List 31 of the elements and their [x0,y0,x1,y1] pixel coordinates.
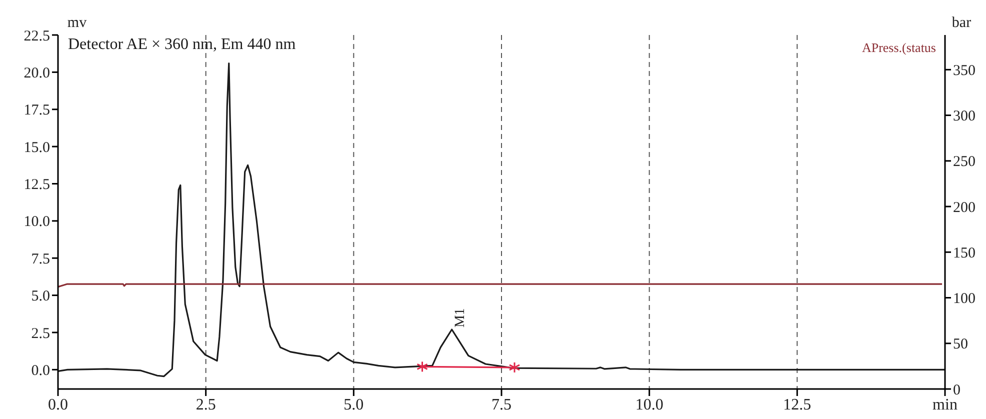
y2-tick-label: 50 [953,336,968,353]
annotation: M1 [452,308,468,328]
y-tick-label: 22.5 [24,28,50,44]
text: Detector AE × 360 nm, Em 440 nm [68,36,296,54]
x-tick-label: 7.5 [492,396,512,414]
y-tick-label: 10.0 [24,214,50,230]
y-tick-label: 0.0 [31,362,50,379]
x-tick-label: 2.5 [196,396,216,414]
y-tick-label: 7.5 [31,251,50,268]
y-tick-label: 20.0 [24,66,50,82]
y-axis-title: mv [67,15,88,31]
y-tick-label: 17.5 [24,102,50,119]
y2-tick-label: 150 [953,245,976,262]
y2-tick-label: 100 [953,291,976,308]
y-tick-label: 12.5 [24,177,50,194]
y2-tick-label: 350 [953,62,976,79]
y2-tick-label: 250 [953,154,976,170]
y2-tick-label: 300 [953,108,976,125]
x-tick-label: min [932,396,958,414]
y2-tick-label: 200 [953,200,976,216]
line-series [58,62,945,378]
y2-axis-title: bar [952,15,972,31]
x-tick-label: 5.0 [344,396,364,414]
y2-tick-label: 0 [953,382,960,398]
x-tick-label: 12.5 [783,396,812,414]
y-tick-label: 2.5 [31,326,50,342]
y-tick-label: 15.0 [24,140,50,156]
x-tick-label: 10.0 [635,396,664,414]
y-tick-label: 5.0 [31,288,50,305]
x-tick-label: 0.0 [48,396,68,414]
text: APress.(status [862,40,936,56]
